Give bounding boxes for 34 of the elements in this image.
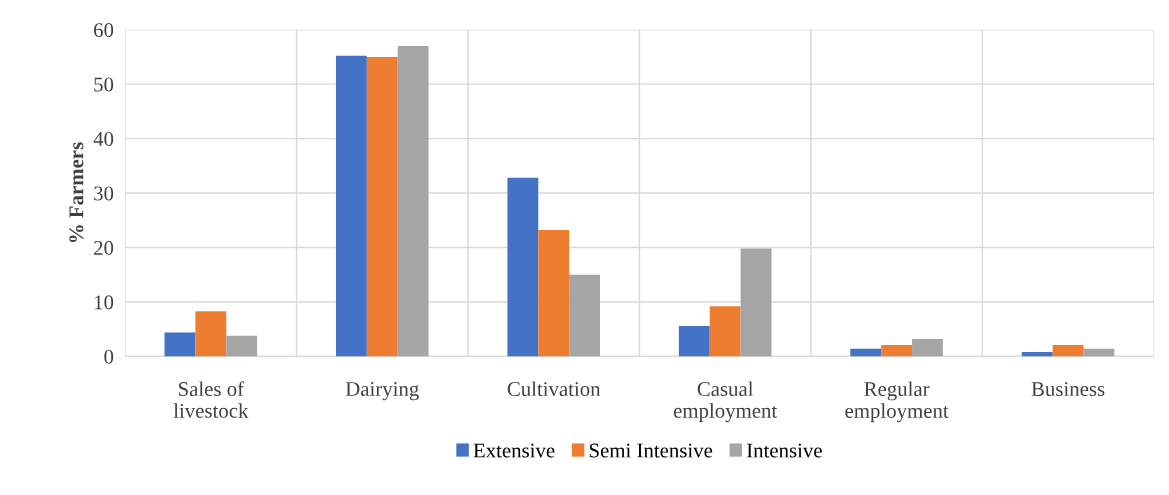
y-tick-label: 10: [94, 295, 114, 310]
bar: [678, 325, 710, 357]
x-tick-label: Regular employment: [845, 381, 949, 423]
bar: [195, 311, 227, 357]
bar: [912, 338, 943, 357]
bar: [1021, 352, 1053, 357]
y-tick-label: 40: [93, 131, 114, 147]
legend-label: Semi Intensive: [589, 443, 713, 458]
bar: [397, 46, 429, 357]
bar: [1052, 344, 1084, 357]
y-tick-label: 30: [94, 186, 114, 201]
y-tick-label: 0: [104, 349, 114, 364]
x-tick-label: Dairying: [345, 382, 419, 401]
x-tick-label: Business: [1031, 382, 1105, 397]
x-tick-label: Cultivation: [507, 381, 601, 397]
bar: [538, 230, 570, 357]
bar: [335, 55, 367, 357]
y-tick-label: 60: [94, 23, 114, 38]
y-axis-title: % Farmers: [69, 142, 84, 243]
bar: [740, 248, 772, 357]
y-tick-label: 20: [94, 240, 114, 255]
y-tick-label: 50: [94, 77, 114, 92]
bar: [507, 177, 539, 357]
bar: [569, 274, 601, 357]
bar: [881, 344, 913, 357]
bar: [164, 332, 196, 357]
bar: [709, 306, 741, 357]
bar: [226, 335, 258, 357]
bar: [850, 348, 882, 357]
legend-label: Intensive: [746, 443, 822, 458]
bar: [366, 56, 398, 357]
legend-label: Extensive: [473, 443, 555, 458]
x-tick-label: Casual employment: [673, 381, 778, 423]
x-tick-label: Sales of livestock: [173, 381, 249, 418]
